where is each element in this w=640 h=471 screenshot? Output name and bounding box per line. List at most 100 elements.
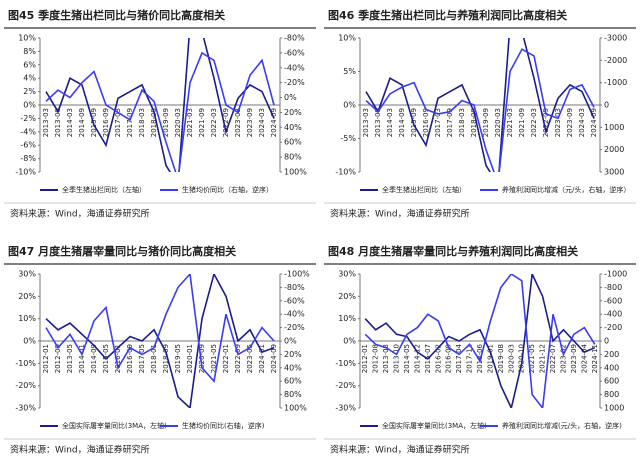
x-tick-label: 2019-08 xyxy=(497,344,505,373)
y2-tick-label: -1000 xyxy=(604,78,627,87)
x-tick-label: 2022-03 xyxy=(530,108,538,137)
y-tick-label: 8% xyxy=(23,47,36,56)
x-tick-label: 2018-03 xyxy=(458,108,466,137)
y-tick-label: 0% xyxy=(343,337,356,346)
y-tick-label: -20% xyxy=(15,381,36,390)
y2-tick-label: 800 xyxy=(604,390,619,399)
x-tick-label: 2013-05 xyxy=(66,344,74,373)
y2-tick-label: -80% xyxy=(284,34,305,43)
x-tick-label: 2024-04 xyxy=(580,343,588,373)
y2-tick-label: 3000 xyxy=(604,168,624,177)
y2-tick-label: 20% xyxy=(284,108,302,117)
y2-tick-label: -600 xyxy=(604,296,622,305)
x-tick-label: 2017-11 xyxy=(466,344,474,373)
chart-panel: 图46 季度生猪出栏同比与养殖利润同比高度相关 -10% -5% 0% 5% 10% 300… xyxy=(324,8,636,220)
series-line xyxy=(364,274,596,408)
x-tick-label: 2023-03 xyxy=(554,108,562,137)
x-tick-label: 2014-09 xyxy=(398,108,406,137)
y-tick-label: -10% xyxy=(335,359,356,368)
y-tick-label: 4% xyxy=(23,74,36,83)
x-tick-label: 2024-03 xyxy=(578,108,586,137)
y2-tick-label: 60% xyxy=(284,377,302,386)
x-tick-label: 2024-09 xyxy=(270,108,278,137)
x-tick-label: 2023-02 xyxy=(559,344,567,373)
x-tick-label: 2017-03 xyxy=(434,108,442,137)
x-tick-label: 2014-05 xyxy=(403,344,411,373)
y2-tick-label: 1000 xyxy=(604,123,624,132)
x-tick-label: 2017-05 xyxy=(138,344,146,373)
y2-tick-label: 80% xyxy=(284,153,302,162)
x-tick-label: 2022-01 xyxy=(222,344,230,373)
y-tick-label: -30% xyxy=(335,404,356,413)
y-tick-label: 10% xyxy=(18,314,36,323)
y2-tick-label: 200 xyxy=(604,350,619,359)
y2-tick-label: 40% xyxy=(284,123,302,132)
y2-tick-label: 20% xyxy=(284,350,302,359)
y2-tick-label: -40% xyxy=(284,63,305,72)
y2-tick-label: -80% xyxy=(284,283,305,292)
x-tick-label: 2023-09 xyxy=(246,108,254,137)
y2-tick-label: -1000 xyxy=(604,270,627,279)
legend-label: 生猪均价同比(右轴，逆序) xyxy=(182,421,265,430)
chart-title: 图47 月度生猪屠宰量同比与猪价同比高度相关 xyxy=(8,244,236,258)
legend-label: 全国实际屠宰量同比(3MA，左轴) xyxy=(382,421,487,430)
y-tick-label: 2% xyxy=(23,87,36,96)
x-tick-label: 2022-03 xyxy=(210,108,218,137)
x-tick-label: 2017-09 xyxy=(446,108,454,137)
y-tick-label: 10% xyxy=(338,314,356,323)
x-tick-label: 2014-03 xyxy=(386,108,394,137)
y2-tick-label: -60% xyxy=(284,48,305,57)
y-tick-label: -8% xyxy=(20,154,36,163)
x-tick-label: 2018-09 xyxy=(150,108,158,137)
x-tick-label: 2023-09 xyxy=(570,344,578,373)
y2-tick-label: 80% xyxy=(284,390,302,399)
series-line xyxy=(45,51,275,172)
y-tick-label: 5% xyxy=(343,67,356,76)
y-tick-label: -4% xyxy=(20,127,36,136)
x-tick-label: 2021-03 xyxy=(506,108,514,137)
y2-tick-label: -400 xyxy=(604,310,622,319)
y2-tick-label: -20% xyxy=(284,323,305,332)
x-tick-label: 2018-03 xyxy=(138,108,146,137)
series-group xyxy=(364,274,596,408)
y-tick-label: -5% xyxy=(340,134,356,143)
legend-label: 养殖利润同比增减(元/头，右轴，逆序) xyxy=(502,421,622,430)
y-tick-label: -20% xyxy=(335,381,356,390)
x-tick-label: 2021-12 xyxy=(539,344,547,373)
x-tick-label: 2022-09 xyxy=(234,344,242,373)
series-line xyxy=(364,274,596,408)
y-tick-label: 30% xyxy=(18,270,36,279)
x-tick-label: 2020-01 xyxy=(186,344,194,373)
y-tick-label: 10% xyxy=(18,34,36,43)
series-group xyxy=(45,38,275,172)
x-tick-label: 2012-01 xyxy=(361,344,369,373)
y2-tick-label: -100% xyxy=(284,270,310,279)
x-tick-label: 2014-09 xyxy=(78,108,86,137)
y-tick-label: 0% xyxy=(23,337,36,346)
y2-tick-label: -2000 xyxy=(604,56,627,65)
x-tick-label: 2016-09 xyxy=(422,108,430,137)
legend-label: 生猪均价同比（右轴，逆序） xyxy=(182,185,273,194)
y2-tick-label: 0% xyxy=(284,93,297,102)
x-tick-label: 2023-03 xyxy=(234,108,242,137)
x-tick-label: 2018-01 xyxy=(150,344,158,373)
x-tick-label: 2022-09 xyxy=(542,108,550,137)
x-tick-label: 2024-01 xyxy=(258,344,266,373)
series-line xyxy=(45,274,275,408)
x-tick-label: 2024-11 xyxy=(591,344,599,373)
y2-tick-label: 1000 xyxy=(604,404,624,413)
chart-title: 图48 月度生猪屠宰量同比与养殖利润同比高度相关 xyxy=(328,244,578,258)
x-tick-label: 2023-05 xyxy=(246,344,254,373)
y2-tick-label: 400 xyxy=(604,363,619,372)
source-note: 资料来源：Wind，海通证券研究所 xyxy=(10,208,150,220)
x-tick-label: 2024-09 xyxy=(590,108,598,137)
y-tick-label: 6% xyxy=(23,60,36,69)
y2-tick-label: 0% xyxy=(284,337,297,346)
legend-label: 全季生猪出栏同比（左轴） xyxy=(382,185,466,194)
x-tick-label: 2014-03 xyxy=(66,108,74,137)
x-tick-label: 2023-09 xyxy=(566,108,574,137)
x-tick-label: 2013-03 xyxy=(42,108,50,137)
source-note: 资料来源：Wind，海通证券研究所 xyxy=(330,444,470,456)
series-group xyxy=(365,38,595,172)
